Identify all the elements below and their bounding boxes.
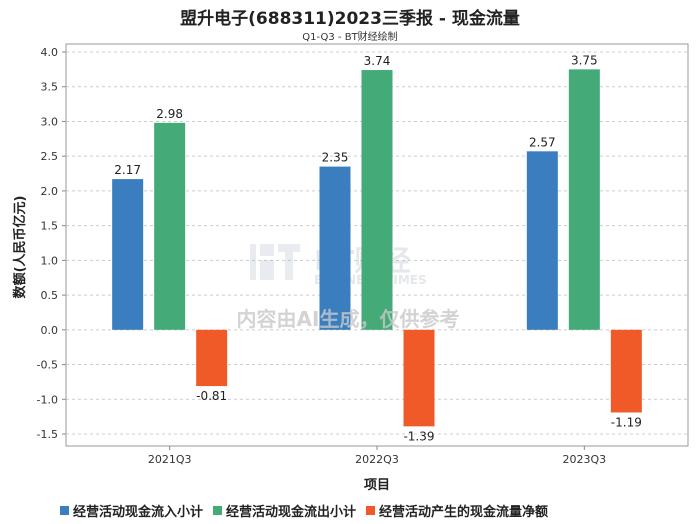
y-tick-label: 3.5: [41, 81, 59, 94]
x-tick-label: 2021Q3: [148, 453, 192, 466]
y-tick-label: 4.0: [41, 46, 59, 59]
bar: [403, 329, 435, 427]
legend-swatch: [213, 505, 223, 515]
legend-label: 经营活动现金流入小计: [73, 504, 204, 520]
bar: [154, 122, 186, 330]
y-tick-label: 1.5: [41, 220, 59, 233]
data-labels: 2.17 2.98 -0.81 2.35 3.74 -1.39 2.57 3.75 -1.19: [114, 53, 642, 443]
legend-label: 经营活动产生的现金流量净额: [379, 504, 549, 520]
legend-item: 经营活动现金流入小计: [60, 501, 203, 520]
data-label: -1.19: [611, 415, 642, 429]
x-axis-label: 项目: [364, 478, 390, 493]
y-tick-label: 0.0: [41, 324, 59, 337]
x-tick-label: 2022Q3: [355, 453, 399, 466]
bar: [361, 70, 393, 330]
y-tick-label: 1.0: [41, 254, 59, 267]
bar: [610, 329, 642, 413]
legend-item: 经营活动现金流出小计: [213, 501, 356, 520]
data-label: 3.75: [571, 53, 598, 67]
bar: [319, 166, 351, 330]
bar: [568, 69, 600, 330]
data-label: -0.81: [196, 389, 227, 403]
y-tick-label: 0.5: [41, 289, 59, 302]
chart-subtitle: Q1-Q3 - BT财经绘制: [302, 32, 398, 43]
bar: [526, 151, 558, 330]
data-label: 3.74: [364, 54, 391, 68]
y-axis: 4.0 3.5 3.0 2.5 2.0 1.5 1.0 0.5 0.0 -0.5 -1.0 -1.5: [37, 46, 66, 441]
watermark-notice: 内容由AI生成，仅供参考: [237, 307, 460, 331]
bar: [196, 329, 228, 387]
x-axis: 2021Q3 2022Q3 2023Q3: [148, 446, 606, 466]
y-tick-label: -1.5: [37, 428, 58, 441]
bar: [112, 179, 144, 330]
y-tick-label: 3.0: [41, 115, 59, 128]
legend-label: 经营活动现金流出小计: [226, 504, 357, 520]
y-tick-label: -0.5: [37, 359, 58, 372]
legend-swatch: [366, 505, 376, 515]
y-tick-label: 2.5: [41, 150, 59, 163]
data-label: 2.35: [322, 151, 349, 165]
y-tick-label: -1.0: [37, 393, 58, 406]
data-label: 2.17: [114, 163, 141, 177]
y-axis-label: 数额(人民币亿元): [12, 196, 28, 299]
legend-swatch: [60, 505, 69, 515]
x-tick-label: 2023Q3: [563, 453, 607, 466]
bars: [112, 69, 642, 427]
y-tick-label: 2.0: [41, 185, 59, 198]
legend-item: 经营活动产生的现金流量净额: [366, 501, 548, 520]
chart-title: 盟升电子(688311)2023三季报 - 现金流量: [180, 9, 520, 29]
legend: 经营活动现金流入小计 经营活动现金流出小计 经营活动产生的现金流量净额: [60, 500, 548, 520]
data-label: 2.57: [529, 135, 556, 149]
data-label: 2.98: [156, 107, 183, 121]
data-label: -1.39: [403, 429, 434, 443]
watermark-logo-icon: [250, 244, 300, 280]
